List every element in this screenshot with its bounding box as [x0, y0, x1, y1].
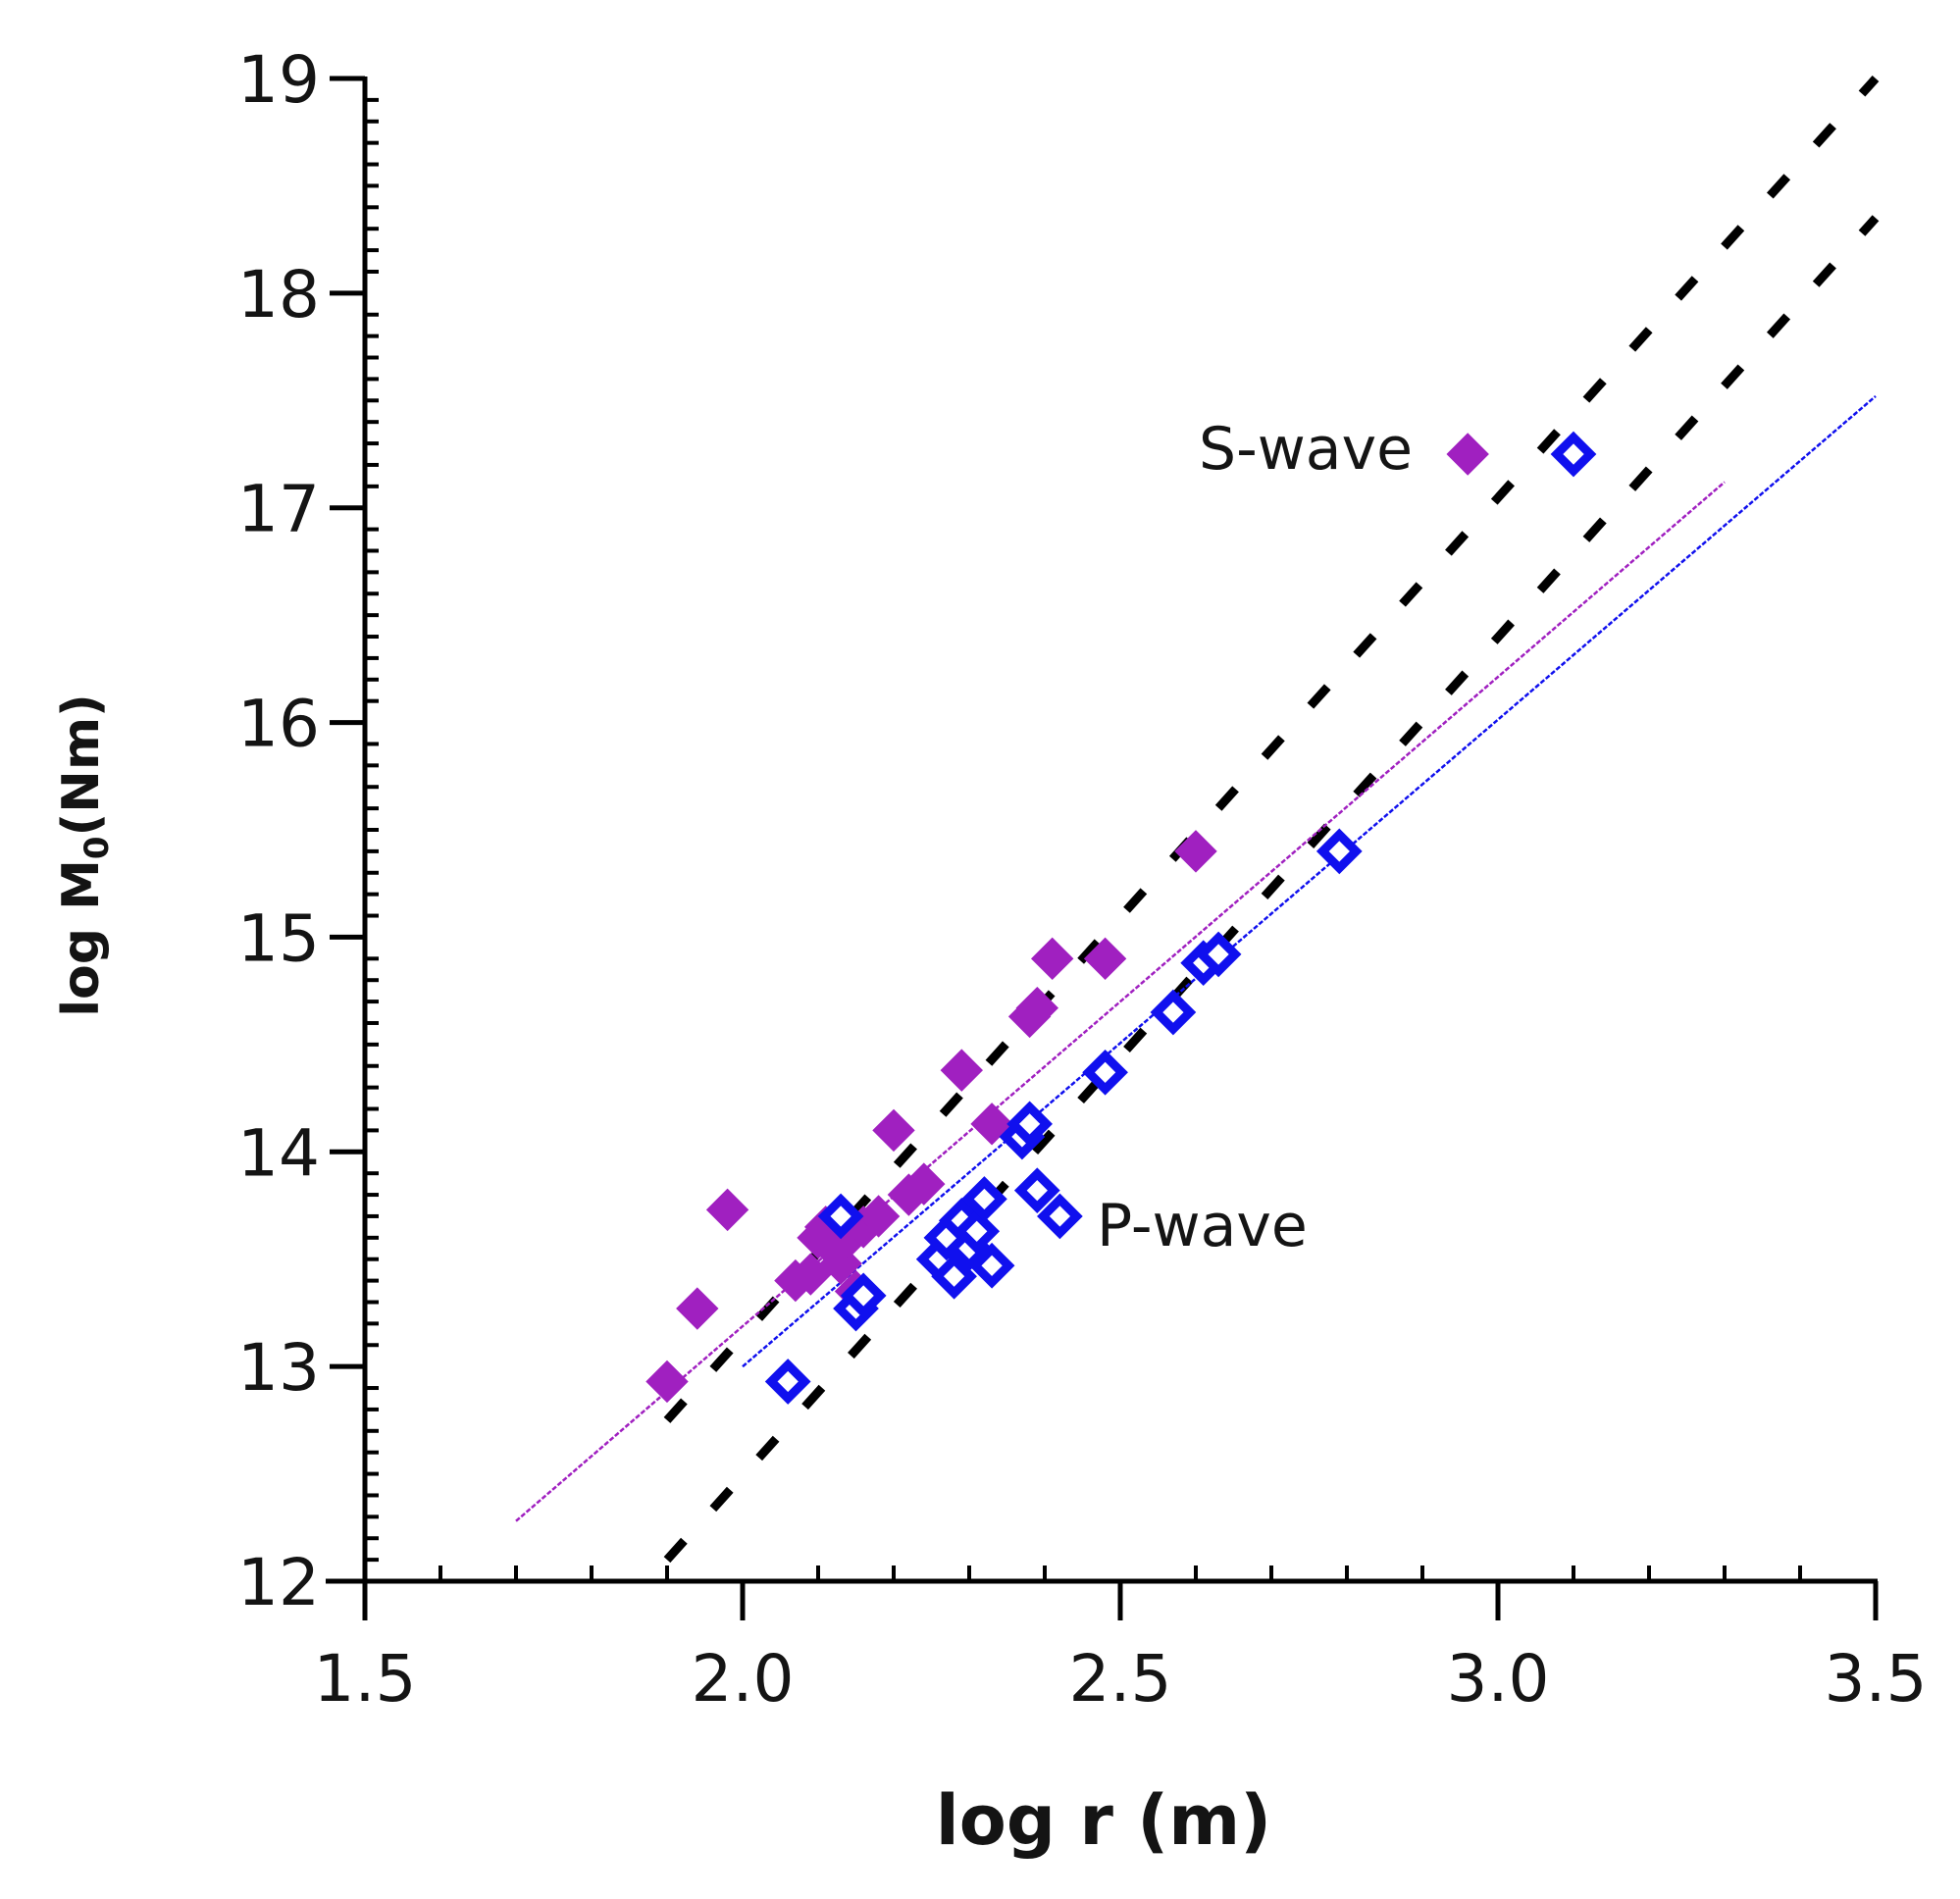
s-wave-point	[705, 1188, 749, 1232]
p-wave-point	[764, 1359, 811, 1405]
x-tick-label: 1.5	[314, 1641, 417, 1717]
x-axis-title: log r (m)	[936, 1780, 1271, 1861]
p-wave-point	[961, 1176, 1007, 1222]
x-tick-label: 2.0	[692, 1641, 795, 1717]
s-wave-point	[819, 1242, 862, 1285]
p-wave-point	[1013, 1167, 1060, 1214]
s-wave-point	[856, 1195, 901, 1238]
y-axis-title-subscript: 0	[77, 836, 117, 859]
labels: log r (m) log M0(Nm) S-wave P-wave	[52, 415, 1413, 1861]
y-axis-title-main: log M	[52, 859, 111, 1017]
s-wave-point	[903, 1162, 946, 1206]
s-wave-point	[872, 1108, 915, 1153]
data-points	[645, 431, 1597, 1405]
reference-line	[663, 75, 1880, 1423]
x-tick-label: 3.5	[1825, 1641, 1928, 1717]
annotation-p-wave: P-wave	[1097, 1192, 1308, 1260]
y-tick-label: 18	[237, 257, 320, 333]
s-wave-point	[645, 1360, 689, 1404]
p-wave-point	[1550, 431, 1597, 478]
y-axis-title-unit: (Nm)	[52, 693, 111, 836]
axes: 12 13 14 15 16 17 18 19 1.5 2.0 2.5 3.0 3.5	[237, 42, 1927, 1717]
s-wave-point	[1083, 937, 1127, 981]
s-wave-point	[1030, 937, 1074, 981]
p-wave-point	[1037, 1193, 1083, 1240]
x-tick-label: 2.5	[1069, 1641, 1172, 1717]
s-wave-point	[1174, 830, 1217, 873]
reference-line	[663, 215, 1880, 1564]
y-tick-label: 14	[237, 1115, 320, 1191]
reference-lines	[663, 75, 1880, 1564]
fit-lines	[515, 394, 1877, 1522]
annotation-s-wave: S-wave	[1199, 415, 1413, 484]
y-tick-label: 12	[237, 1545, 320, 1620]
p-wave-point	[840, 1272, 887, 1319]
x-tick-label: 3.0	[1447, 1641, 1550, 1717]
p-wave-point	[931, 1253, 977, 1300]
y-tick-label: 13	[237, 1330, 320, 1406]
y-tick-label: 16	[237, 687, 320, 762]
fit-line	[742, 394, 1877, 1368]
p-wave-point	[1195, 931, 1242, 978]
p-wave-point	[968, 1242, 1015, 1289]
p-wave-point	[1150, 989, 1197, 1036]
y-axis-title: log M0(Nm)	[52, 693, 117, 1017]
p-wave-point	[1315, 828, 1363, 875]
p-wave-point	[1006, 1101, 1053, 1148]
s-wave-point	[676, 1287, 719, 1330]
p-wave-point	[954, 1207, 1001, 1255]
s-wave-point	[1015, 986, 1059, 1030]
s-wave-point	[940, 1049, 984, 1092]
fit-line	[515, 481, 1726, 1522]
s-wave-point	[1446, 433, 1489, 476]
y-tick-label: 19	[237, 42, 320, 118]
p-wave-point	[817, 1193, 864, 1240]
y-tick-label: 17	[237, 472, 320, 547]
y-tick-label: 15	[237, 900, 320, 976]
p-wave-point	[1082, 1049, 1128, 1096]
